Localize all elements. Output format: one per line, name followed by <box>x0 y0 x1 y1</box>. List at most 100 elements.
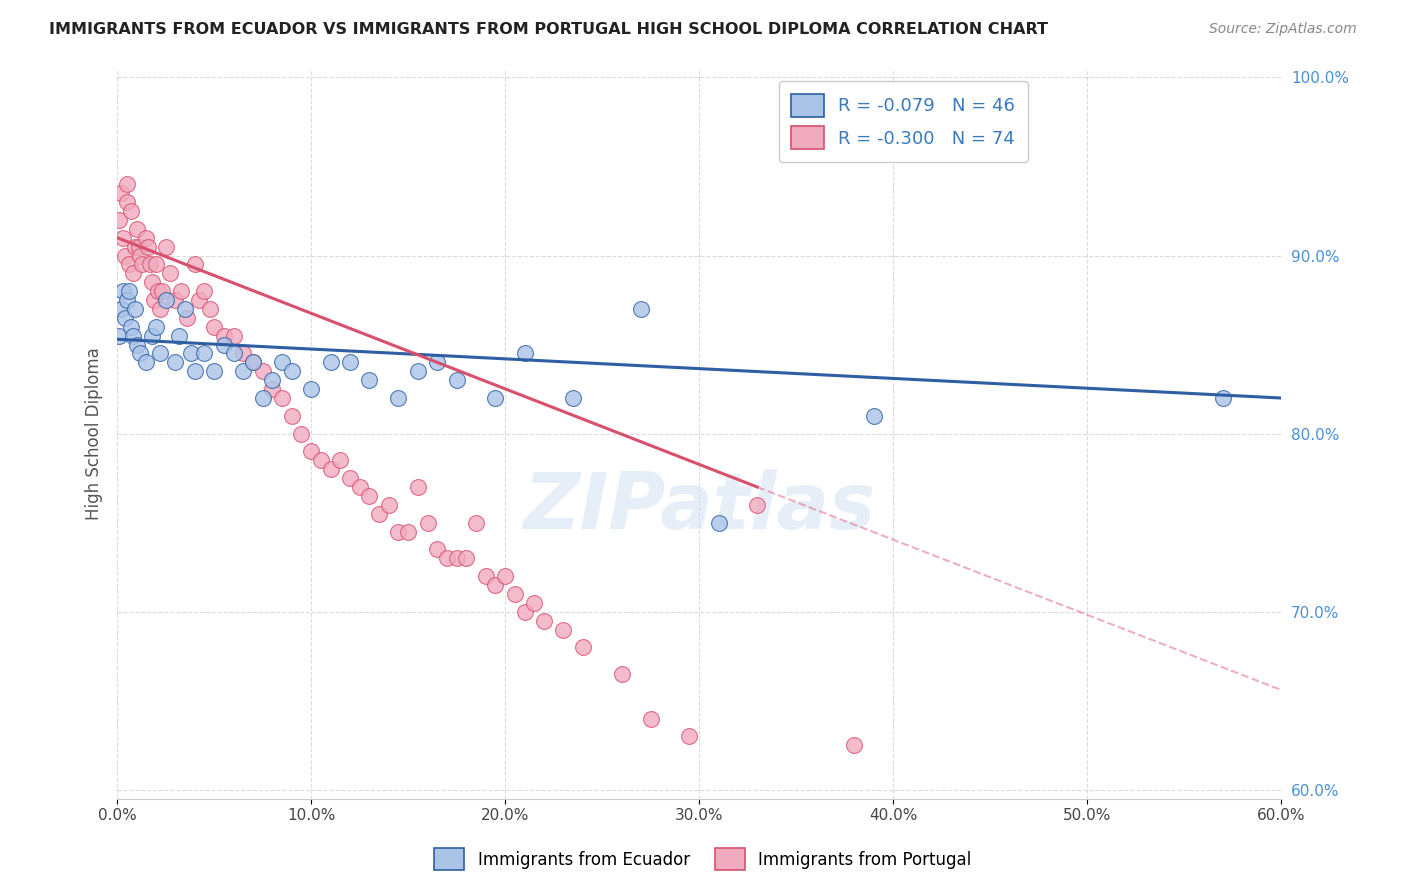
Point <box>426 542 449 557</box>
Point <box>610 667 633 681</box>
Point <box>145 319 167 334</box>
Point <box>406 480 429 494</box>
Point <box>145 257 167 271</box>
Point <box>202 319 225 334</box>
Point <box>176 310 198 325</box>
Point <box>155 293 177 307</box>
Point <box>862 409 884 423</box>
Point <box>339 471 361 485</box>
Point <box>252 364 274 378</box>
Point <box>110 301 132 316</box>
Point <box>139 257 162 271</box>
Point <box>640 712 662 726</box>
Text: Source: ZipAtlas.com: Source: ZipAtlas.com <box>1209 22 1357 37</box>
Point <box>108 328 131 343</box>
Point <box>149 346 172 360</box>
Point <box>180 346 202 360</box>
Point <box>136 239 159 253</box>
Point <box>143 293 166 307</box>
Point <box>149 301 172 316</box>
Point <box>844 739 866 753</box>
Point <box>281 364 304 378</box>
Point <box>124 301 146 316</box>
Point <box>200 301 222 316</box>
Point <box>368 507 391 521</box>
Point <box>141 328 163 343</box>
Point <box>141 275 163 289</box>
Point <box>242 355 264 369</box>
Point <box>111 231 134 245</box>
Point <box>242 355 264 369</box>
Point <box>184 257 207 271</box>
Point <box>193 284 215 298</box>
Point <box>359 489 381 503</box>
Point <box>281 409 304 423</box>
Point <box>155 239 177 253</box>
Point <box>707 516 730 530</box>
Point <box>129 346 152 360</box>
Point <box>114 248 136 262</box>
Point <box>678 730 700 744</box>
Point <box>262 382 284 396</box>
Point <box>121 266 143 280</box>
Point <box>406 364 429 378</box>
Point <box>494 569 516 583</box>
Point <box>513 605 536 619</box>
Point <box>115 178 138 192</box>
Point <box>416 516 439 530</box>
Point <box>465 516 488 530</box>
Point <box>120 319 142 334</box>
Point <box>446 551 468 566</box>
Point <box>193 346 215 360</box>
Legend: Immigrants from Ecuador, Immigrants from Portugal: Immigrants from Ecuador, Immigrants from… <box>427 842 979 877</box>
Point <box>118 257 141 271</box>
Point <box>1212 391 1234 405</box>
Point <box>271 355 294 369</box>
Point <box>131 257 153 271</box>
Point <box>553 623 575 637</box>
Point <box>387 391 409 405</box>
Point <box>212 337 235 351</box>
Point <box>111 284 134 298</box>
Point <box>135 231 157 245</box>
Point <box>747 498 769 512</box>
Point <box>125 337 148 351</box>
Point <box>396 524 419 539</box>
Point <box>135 355 157 369</box>
Point <box>129 248 152 262</box>
Point <box>271 391 294 405</box>
Point <box>150 284 173 298</box>
Point <box>121 328 143 343</box>
Point <box>329 453 352 467</box>
Point <box>114 310 136 325</box>
Point <box>571 640 593 655</box>
Point <box>359 373 381 387</box>
Point <box>165 293 187 307</box>
Point <box>533 614 555 628</box>
Point <box>562 391 585 405</box>
Point <box>110 186 132 201</box>
Point <box>202 364 225 378</box>
Point <box>299 444 322 458</box>
Point <box>290 426 312 441</box>
Text: IMMIGRANTS FROM ECUADOR VS IMMIGRANTS FROM PORTUGAL HIGH SCHOOL DIPLOMA CORRELAT: IMMIGRANTS FROM ECUADOR VS IMMIGRANTS FR… <box>49 22 1049 37</box>
Point <box>165 355 187 369</box>
Point <box>309 453 332 467</box>
Point <box>523 596 546 610</box>
Point <box>319 355 342 369</box>
Point <box>125 222 148 236</box>
Point <box>174 301 197 316</box>
Point <box>446 373 468 387</box>
Point <box>252 391 274 405</box>
Point <box>222 328 245 343</box>
Point <box>124 239 146 253</box>
Point <box>118 284 141 298</box>
Point <box>630 301 652 316</box>
Legend: R = -0.079   N = 46, R = -0.300   N = 74: R = -0.079 N = 46, R = -0.300 N = 74 <box>779 81 1028 162</box>
Point <box>436 551 458 566</box>
Point <box>503 587 526 601</box>
Point <box>339 355 361 369</box>
Point <box>115 195 138 210</box>
Point <box>513 346 536 360</box>
Point <box>222 346 245 360</box>
